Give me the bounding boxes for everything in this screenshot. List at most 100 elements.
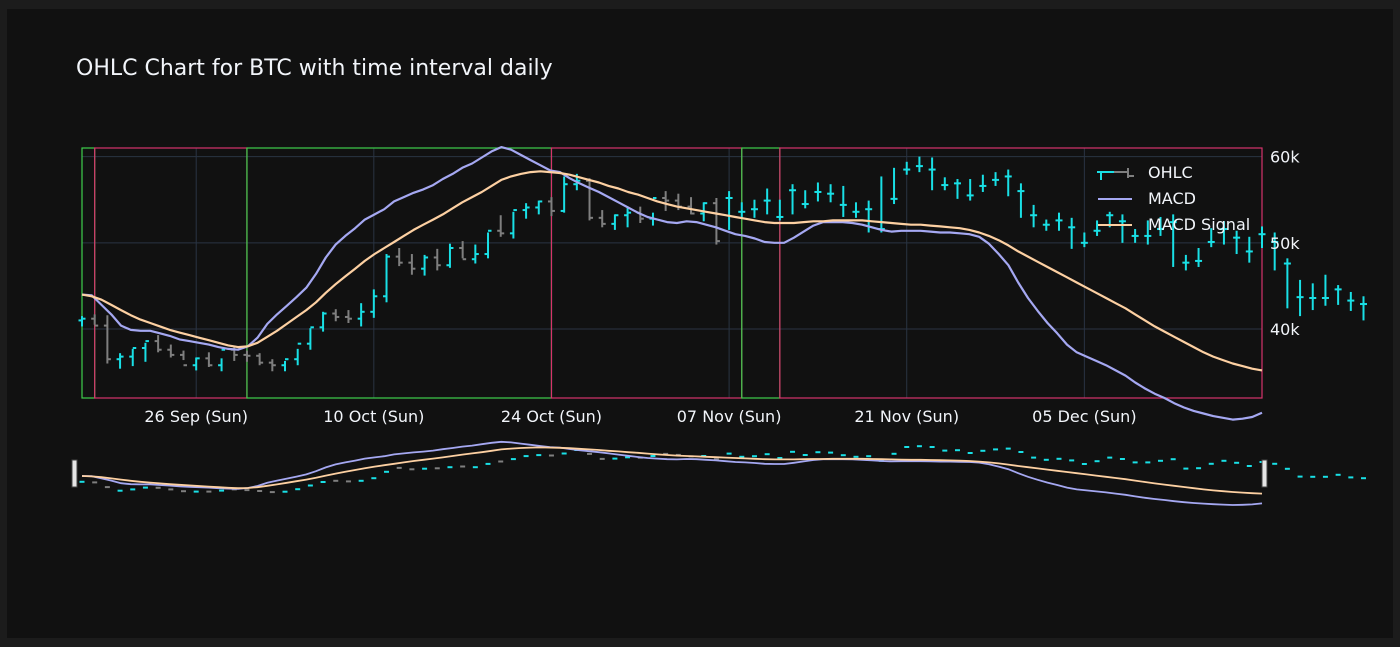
ohlc-bar xyxy=(116,353,124,369)
ohlc-bar xyxy=(1118,214,1126,243)
ohlc-bar xyxy=(903,161,911,175)
ohlc-bar xyxy=(839,185,847,217)
buy-region xyxy=(741,147,781,399)
ohlc-bar xyxy=(928,157,936,191)
ohlc-bar xyxy=(1004,169,1012,197)
ohlc-bar xyxy=(953,179,961,199)
ohlc-bar xyxy=(103,315,111,364)
ohlc-bar xyxy=(522,203,530,219)
legend-swatch-ohlc xyxy=(1097,168,1134,180)
ohlc-bar xyxy=(395,248,403,267)
ohlc-bar xyxy=(1042,219,1050,231)
y-tick-label: 60k xyxy=(1270,148,1300,167)
ohlc-bar xyxy=(687,197,695,215)
ohlc-bar xyxy=(941,177,949,191)
ohlc-bar xyxy=(357,303,365,327)
ohlc-bar xyxy=(1245,236,1253,263)
ohlc-bar xyxy=(1347,291,1355,311)
ohlc-bar xyxy=(966,179,974,201)
ohlc-bar xyxy=(344,310,352,323)
ohlc-bar xyxy=(256,353,264,366)
ohlc-series xyxy=(78,156,1368,372)
ohlc-bar xyxy=(776,199,784,221)
ohlc-bar xyxy=(332,309,340,322)
ohlc-bar xyxy=(471,244,479,264)
ohlc-bar xyxy=(1055,212,1063,231)
x-tick-label: 10 Oct (Sun) xyxy=(323,407,424,426)
ohlc-bar xyxy=(294,342,302,366)
legend-label-ohlc: OHLC xyxy=(1148,163,1193,182)
legend-item-ohlc[interactable]: OHLC xyxy=(1097,163,1193,182)
chart-panel xyxy=(7,9,1393,638)
x-tick-label: 05 Dec (Sun) xyxy=(1032,407,1136,426)
ohlc-bar xyxy=(446,243,454,268)
ohlc-bar xyxy=(1182,254,1190,271)
ohlc-bar xyxy=(421,254,429,276)
ohlc-bar xyxy=(433,248,441,271)
ohlc-bar xyxy=(1321,274,1329,306)
ohlc-bar xyxy=(192,357,200,371)
ohlc-bar xyxy=(167,344,175,358)
ohlc-bar xyxy=(624,207,632,228)
ohlc-bar xyxy=(281,358,289,372)
ohlc-bar xyxy=(1156,216,1164,236)
legend-item-macd-signal[interactable]: MACD Signal xyxy=(1098,215,1250,234)
ohlc-bar xyxy=(1360,296,1368,321)
buy-region xyxy=(81,147,96,399)
ohlc-bar xyxy=(1309,283,1317,311)
signal-regions xyxy=(81,147,1263,399)
ohlc-bar xyxy=(801,190,809,209)
ohlc-bar xyxy=(484,229,492,259)
ohlc-bar xyxy=(1195,248,1203,267)
ohlc-bar xyxy=(1258,226,1266,248)
legend: OHLC MACD MACD Signal xyxy=(1097,163,1250,234)
ohlc-bar xyxy=(154,335,162,353)
ohlc-bar xyxy=(979,174,987,192)
ohlc-bar xyxy=(205,352,213,367)
ohlc-bar xyxy=(1334,285,1342,305)
ohlc-bar xyxy=(180,350,188,367)
x-tick-label: 26 Sep (Sun) xyxy=(144,407,248,426)
ohlc-bar xyxy=(1271,232,1279,271)
buy-region xyxy=(246,147,553,399)
y-tick-label: 40k xyxy=(1270,320,1300,339)
ohlc-bar xyxy=(535,200,543,215)
ohlc-bar xyxy=(129,347,137,367)
ohlc-bar xyxy=(1030,204,1038,228)
ohlc-bar xyxy=(662,191,670,211)
ohlc-bar xyxy=(268,359,276,372)
ohlc-bar xyxy=(992,172,1000,186)
ohlc-bar xyxy=(1017,183,1025,218)
rangeslider-handle-right[interactable] xyxy=(1261,459,1268,488)
ohlc-bar xyxy=(852,202,860,218)
ohlc-bar xyxy=(1220,221,1228,245)
y-tick-label: 50k xyxy=(1270,234,1300,253)
legend-item-macd[interactable]: MACD xyxy=(1098,189,1196,208)
ohlc-bar xyxy=(649,197,657,226)
ohlc-bar xyxy=(141,340,149,362)
macd-signal-line xyxy=(81,170,1263,372)
ohlc-bar xyxy=(725,191,733,230)
ohlc-bar xyxy=(1144,220,1152,245)
ohlc-bar xyxy=(712,198,720,245)
legend-label-macd: MACD xyxy=(1148,189,1196,208)
rangeslider-handle-left[interactable] xyxy=(71,459,78,488)
ohlc-bar xyxy=(547,197,555,217)
ohlc-bar xyxy=(586,178,594,221)
ohlc-bar xyxy=(814,182,822,202)
ohlc-bar xyxy=(459,241,467,261)
ohlc-bar xyxy=(1093,220,1101,236)
ohlc-bar xyxy=(408,254,416,275)
sell-region xyxy=(94,147,248,399)
ohlc-bar xyxy=(509,209,517,239)
ohlc-bar xyxy=(91,314,99,327)
ohlc-bar xyxy=(370,289,378,318)
ohlc-bar xyxy=(560,176,568,213)
ohlc-bar xyxy=(750,199,758,218)
axes: 26 Sep (Sun) 10 Oct (Sun) 24 Oct (Sun) 07 N… xyxy=(144,148,1300,426)
x-tick-label: 21 Nov (Sun) xyxy=(854,407,959,426)
indicator-lines xyxy=(81,146,1263,421)
ohlc-bar xyxy=(218,348,226,372)
ohlc-bar xyxy=(789,184,797,215)
ohlc-bar xyxy=(611,214,619,230)
